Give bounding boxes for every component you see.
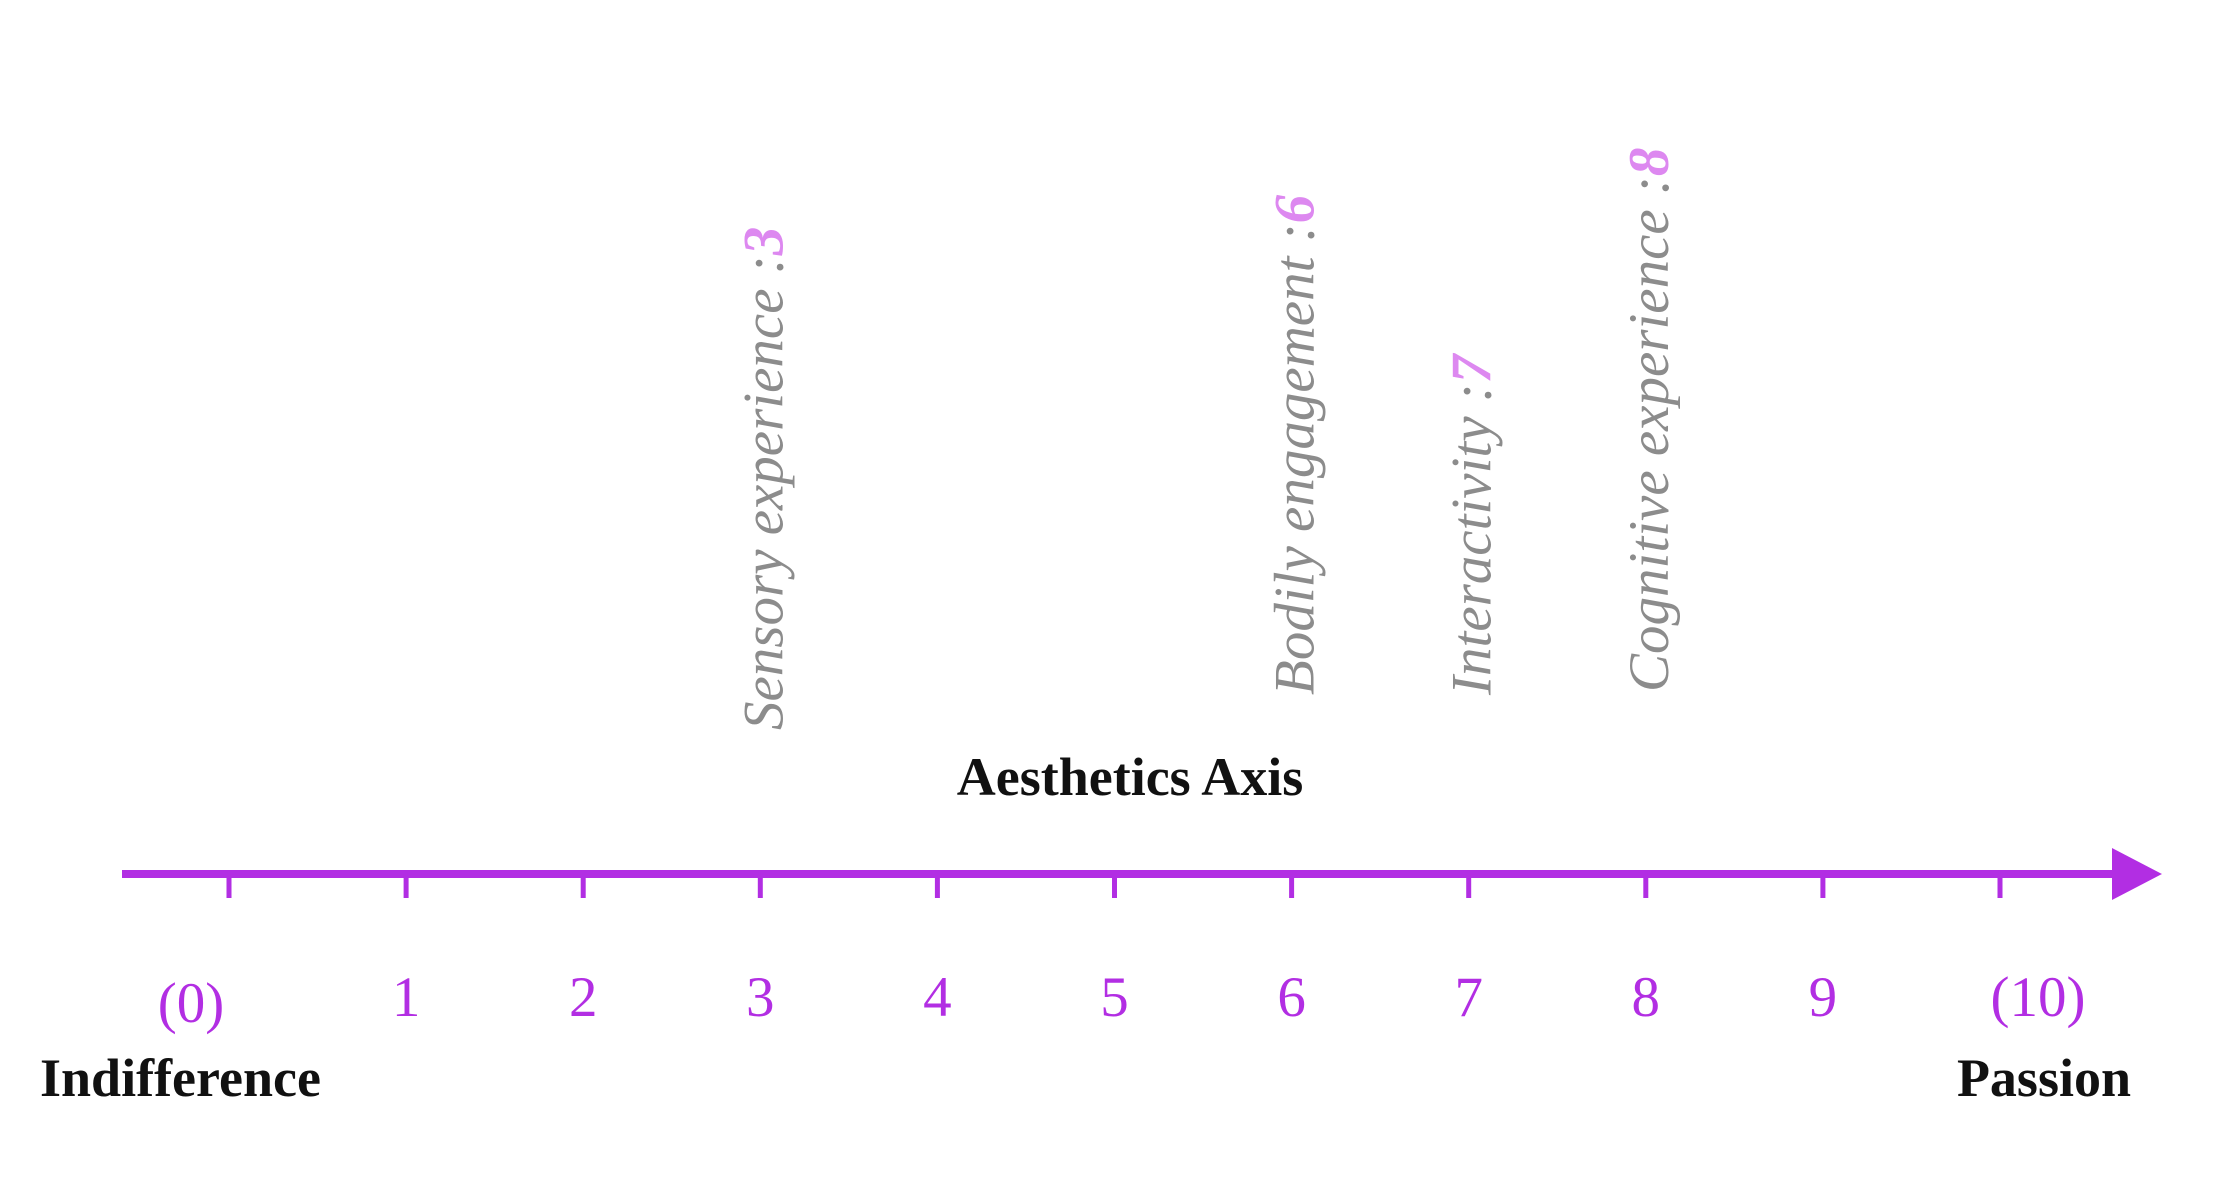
item-label: Cognitive experience : <box>1618 176 1681 692</box>
item-value: 3 <box>732 227 795 257</box>
axis-title: Aesthetics Axis <box>957 747 1303 807</box>
tick-label: 4 <box>923 966 952 1029</box>
aesthetic-item: Bodily engagement :6 <box>1264 194 1327 695</box>
tick-label: 5 <box>1100 966 1129 1029</box>
right-label: Passion <box>1957 1048 2131 1108</box>
item-label: Interactivity : <box>1441 383 1504 696</box>
tick-label: 9 <box>1809 966 1838 1029</box>
tick-label: 7 <box>1454 966 1483 1029</box>
item-value: 8 <box>1618 148 1681 177</box>
left-label: Indifference <box>40 1048 321 1108</box>
item-label: Bodily engagement : <box>1264 223 1327 695</box>
tick-label: (0) <box>158 972 224 1035</box>
item-value: 6 <box>1264 194 1327 223</box>
tick-label: 8 <box>1632 966 1661 1029</box>
aesthetic-item: Sensory experience :3 <box>732 227 795 730</box>
tick-label: (10) <box>1991 966 2086 1029</box>
tick-label: 1 <box>392 966 421 1029</box>
tick-label: 6 <box>1277 966 1306 1029</box>
tick-label: 2 <box>569 966 598 1029</box>
item-label: Sensory experience : <box>732 255 795 730</box>
aesthetic-item: Interactivity :7 <box>1441 352 1504 696</box>
tick-label: 3 <box>746 966 775 1029</box>
item-value: 7 <box>1441 352 1504 383</box>
axis-arrowhead <box>2112 848 2162 900</box>
aesthetic-item: Cognitive experience :8 <box>1618 148 1681 692</box>
